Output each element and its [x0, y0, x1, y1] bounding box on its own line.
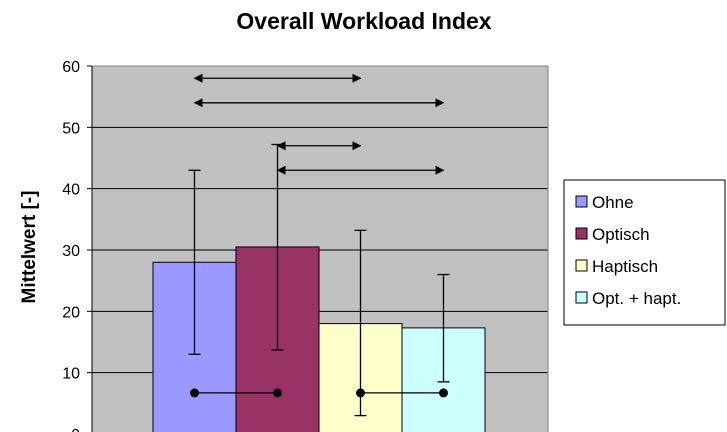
y-tick-label: 40: [62, 182, 80, 199]
pair-connector-dot: [190, 388, 199, 398]
legend-label: Opt. + hapt.: [592, 289, 681, 308]
error-bar: [354, 229, 367, 417]
legend-item: Haptisch: [575, 257, 658, 276]
y-tick-label: 10: [62, 366, 80, 383]
y-tick-label: 0: [71, 427, 80, 432]
legend-label: Optisch: [592, 225, 650, 244]
y-tick-label: 60: [62, 59, 80, 76]
legend-swatch: [575, 195, 588, 208]
y-tick-label: 30: [62, 243, 80, 260]
legend: Ohne Optisch Haptisch Opt. + hapt.: [563, 179, 726, 326]
legend-item: Ohne: [575, 193, 634, 212]
plot-area: 0 10 20 30 40 50 60: [62, 59, 549, 432]
error-bar: [188, 169, 201, 355]
legend-label: Haptisch: [592, 257, 658, 276]
legend-swatch: [575, 227, 588, 240]
y-axis-label: Mittelwert [-]: [19, 191, 40, 304]
error-bar: [437, 273, 450, 383]
legend-swatch: [575, 291, 588, 304]
legend-item: Opt. + hapt.: [575, 289, 681, 308]
legend-label: Ohne: [592, 193, 634, 212]
y-tick-label: 50: [62, 120, 80, 137]
chart-title: Overall Workload Index: [236, 8, 491, 34]
pair-connector-dot: [439, 388, 448, 398]
legend-item: Optisch: [575, 225, 650, 244]
y-tick-label: 20: [62, 304, 80, 321]
pair-connector-dot: [356, 388, 365, 398]
pair-connector-dot: [273, 388, 282, 398]
legend-swatch: [575, 259, 588, 272]
legend-box: [563, 179, 726, 326]
